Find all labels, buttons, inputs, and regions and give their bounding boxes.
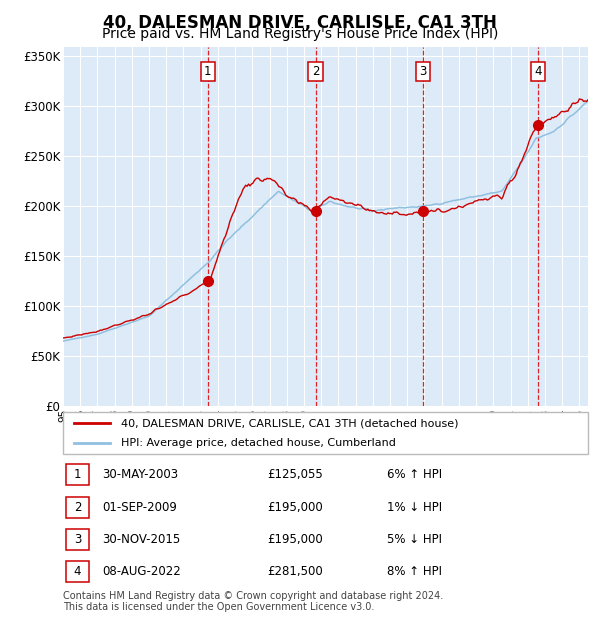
Text: £281,500: £281,500 <box>267 565 323 578</box>
Text: 6% ↑ HPI: 6% ↑ HPI <box>387 469 442 481</box>
Text: 01-SEP-2009: 01-SEP-2009 <box>102 501 177 513</box>
Text: Price paid vs. HM Land Registry's House Price Index (HPI): Price paid vs. HM Land Registry's House … <box>102 27 498 42</box>
Text: 08-AUG-2022: 08-AUG-2022 <box>102 565 181 578</box>
Text: 1% ↓ HPI: 1% ↓ HPI <box>387 501 442 513</box>
Text: 4: 4 <box>74 565 81 578</box>
Text: £195,000: £195,000 <box>267 501 323 513</box>
FancyBboxPatch shape <box>63 412 588 454</box>
Text: 40, DALESMAN DRIVE, CARLISLE, CA1 3TH: 40, DALESMAN DRIVE, CARLISLE, CA1 3TH <box>103 14 497 32</box>
Text: Contains HM Land Registry data © Crown copyright and database right 2024.
This d: Contains HM Land Registry data © Crown c… <box>63 591 443 613</box>
Text: £125,055: £125,055 <box>267 469 323 481</box>
Text: £195,000: £195,000 <box>267 533 323 546</box>
Text: 40, DALESMAN DRIVE, CARLISLE, CA1 3TH (detached house): 40, DALESMAN DRIVE, CARLISLE, CA1 3TH (d… <box>121 418 458 428</box>
Text: 2: 2 <box>312 65 319 78</box>
Text: 4: 4 <box>535 65 542 78</box>
Text: 3: 3 <box>74 533 81 546</box>
Text: 8% ↑ HPI: 8% ↑ HPI <box>387 565 442 578</box>
Text: 30-MAY-2003: 30-MAY-2003 <box>102 469 178 481</box>
Text: 5% ↓ HPI: 5% ↓ HPI <box>387 533 442 546</box>
Text: 1: 1 <box>74 469 81 481</box>
Text: 30-NOV-2015: 30-NOV-2015 <box>102 533 180 546</box>
Text: 2: 2 <box>74 501 81 513</box>
Text: 1: 1 <box>204 65 212 78</box>
Text: HPI: Average price, detached house, Cumberland: HPI: Average price, detached house, Cumb… <box>121 438 395 448</box>
Text: 3: 3 <box>419 65 427 78</box>
